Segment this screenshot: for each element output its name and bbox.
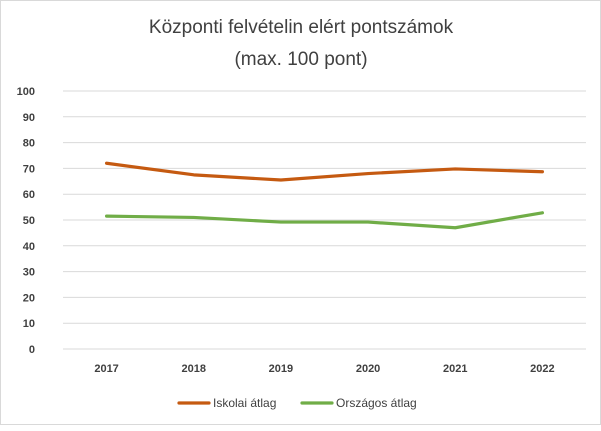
gridlines [63, 90, 586, 350]
x-tick-label: 2017 [94, 363, 118, 375]
y-tick-label: 100 [17, 86, 35, 98]
x-tick-label: 2022 [530, 363, 554, 375]
y-tick-label: 30 [23, 267, 35, 279]
legend: Iskolai átlag Országos átlag [177, 396, 417, 410]
x-tick-label: 2018 [182, 363, 206, 375]
y-axis-ticks: 0 10 20 30 40 50 60 70 80 90 100 [17, 86, 35, 356]
legend-label-1: Országos átlag [336, 396, 417, 410]
x-axis-ticks: 2017 2018 2019 2020 2021 2022 [94, 363, 554, 375]
series-line-1 [104, 211, 545, 230]
chart-subtitle: (max. 100 pont) [234, 49, 367, 70]
series-lines [104, 161, 545, 230]
y-tick-label: 10 [23, 318, 35, 330]
x-tick-label: 2019 [269, 363, 293, 375]
y-tick-label: 70 [23, 163, 35, 175]
chart-title: Központi felvételin elért pontszámok [149, 17, 454, 38]
y-tick-label: 60 [23, 189, 35, 201]
y-tick-label: 50 [23, 215, 35, 227]
x-tick-label: 2021 [443, 363, 467, 375]
y-tick-label: 90 [23, 112, 35, 124]
y-tick-label: 40 [23, 241, 35, 253]
legend-label-0: Iskolai átlag [213, 396, 276, 410]
y-tick-label: 80 [23, 138, 35, 150]
series-line-0 [104, 161, 545, 182]
x-tick-label: 2020 [356, 363, 380, 375]
y-tick-label: 20 [23, 292, 35, 304]
y-tick-label: 0 [29, 344, 35, 356]
